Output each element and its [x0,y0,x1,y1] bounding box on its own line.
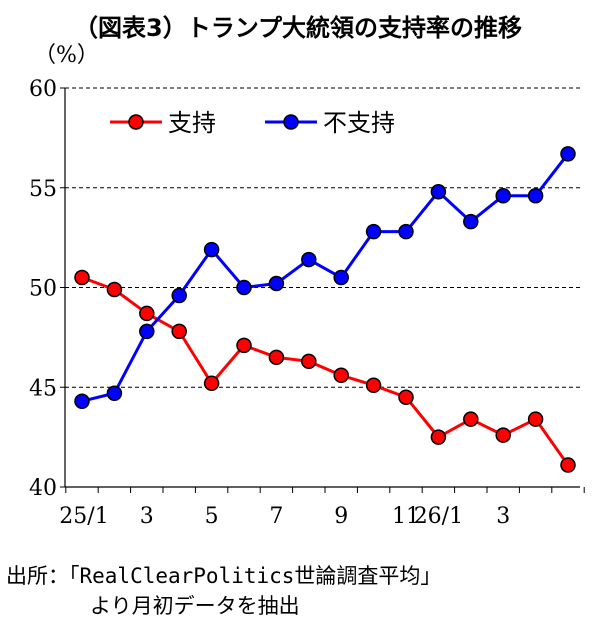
x-tick-label: 25/1 [59,504,108,529]
data-point-support [268,349,285,366]
data-point-support [106,281,123,298]
data-point-disapprove [171,287,187,304]
x-tick-label: 3 [496,504,510,529]
data-point-disapprove [463,213,479,230]
y-tick-label: 60 [29,77,57,102]
data-point-disapprove [301,251,317,268]
data-point-disapprove [365,223,382,240]
data-point-disapprove [203,241,220,258]
series-line-disapprove [81,152,570,403]
data-point-support [495,427,511,443]
source-note-line-2: より月初データを抽出 [90,594,300,618]
data-point-disapprove [333,269,349,286]
data-point-support [463,411,479,427]
x-tick-label: 5 [205,504,219,529]
data-point-disapprove [106,385,123,401]
legend-marker [283,114,299,130]
y-axis-unit-label: （%） [34,43,99,68]
data-point-disapprove [236,279,252,296]
legend-label: 支持 [168,109,216,137]
source-note-line-1: 出所：「RealClearPolitics世論調査平均」 [6,564,442,588]
data-point-disapprove [74,393,90,409]
series-layer [74,146,576,473]
y-tick-label: 45 [29,376,57,401]
data-point-disapprove [495,187,511,204]
data-point-disapprove [430,183,447,200]
chart-title: （図表3）トランプ大統領の支持率の推移 [74,14,522,42]
y-tick-label: 40 [29,476,57,501]
x-tick-label: 7 [269,504,283,529]
legend-label: 不支持 [323,109,395,137]
gridlines [65,87,580,388]
x-tick-label: 11 [392,504,420,529]
data-point-disapprove [527,187,544,204]
data-point-support [398,389,414,405]
data-point-support [139,305,155,322]
data-point-disapprove [268,275,285,292]
x-tick-label: 26/1 [414,504,463,529]
data-point-support [365,377,382,394]
data-point-support [74,269,90,286]
data-point-support [301,353,317,370]
data-point-disapprove [398,223,414,240]
data-point-support [560,457,576,473]
data-point-disapprove [139,323,155,340]
data-point-support [203,375,220,392]
data-point-support [527,411,544,427]
y-tick-label: 55 [29,177,57,202]
data-point-support [333,367,349,384]
legend: 支持 不支持 [110,109,395,137]
data-point-disapprove [560,146,576,162]
series-line-support [81,276,570,466]
legend-marker [128,114,144,130]
y-tick-label: 50 [29,277,57,302]
x-tick-label: 3 [140,504,154,529]
data-point-support [430,429,447,445]
data-point-support [171,323,187,340]
x-tick-label: 9 [334,504,348,529]
data-point-support [236,337,252,354]
